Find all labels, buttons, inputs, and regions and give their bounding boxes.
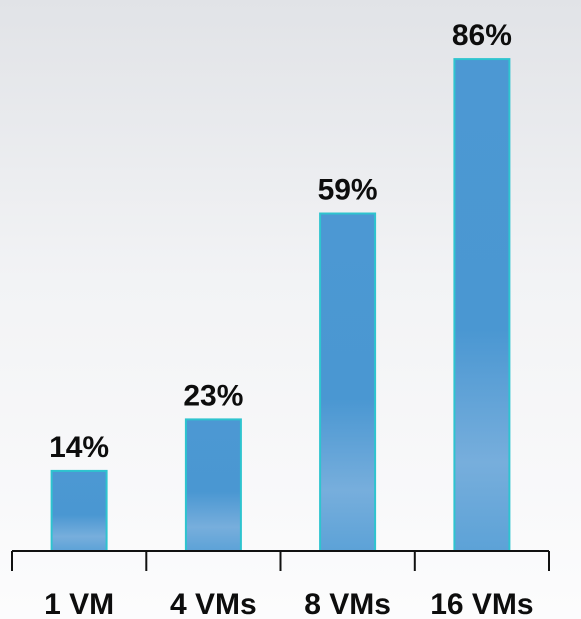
- data-label-4: 86%: [452, 19, 512, 52]
- x-axis: [11, 550, 550, 571]
- data-label-1: 14%: [49, 431, 109, 464]
- data-labels-layer: 14% 23% 59% 86%: [49, 19, 512, 464]
- bars-layer: [50, 58, 511, 552]
- x-tick-label-1: 1 VM: [44, 588, 114, 619]
- x-tick-label-4: 16 VMs: [430, 588, 533, 619]
- bar-2: [184, 418, 242, 552]
- bar-3: [319, 212, 377, 552]
- data-label-3: 59%: [318, 174, 378, 207]
- x-tick-labels: 1 VM 4 VMs 8 VMs 16 VMs: [44, 588, 534, 619]
- bar-4: [453, 58, 511, 552]
- x-tick-label-3: 8 VMs: [304, 588, 391, 619]
- x-tick-label-2: 4 VMs: [170, 588, 257, 619]
- data-label-2: 23%: [183, 379, 243, 412]
- bar-1: [50, 469, 108, 552]
